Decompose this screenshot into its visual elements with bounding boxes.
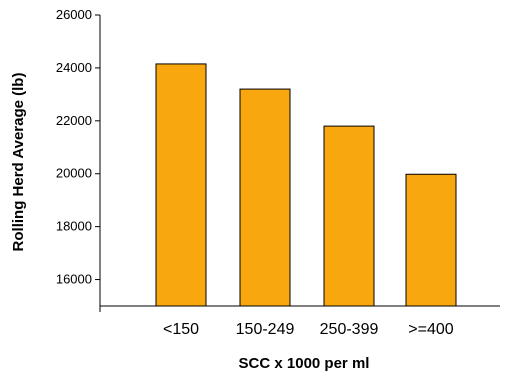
y-tick-label: 26000 (56, 7, 92, 22)
y-axis: 16000 18000 20000 22000 24000 26000 (56, 7, 101, 306)
bar (323, 125, 375, 307)
x-axis: <150 150-249 250-399 >=400 (99, 305, 500, 338)
x-tick-label: 150-249 (236, 321, 295, 338)
bar (239, 88, 291, 307)
x-axis-title: SCC x 1000 per ml (239, 355, 370, 372)
y-tick-label: 22000 (56, 113, 92, 128)
x-tick-label: <150 (163, 321, 199, 338)
y-tick-label: 24000 (56, 60, 92, 75)
bar (405, 173, 457, 307)
y-tick-label: 18000 (56, 219, 92, 234)
y-tick-label: 16000 (56, 272, 92, 287)
y-axis-title: Rolling Herd Average (lb) (10, 73, 27, 252)
y-tick-label: 20000 (56, 166, 92, 181)
x-tick-label: >=400 (408, 321, 453, 338)
x-tick-label: 250-399 (320, 321, 379, 338)
bars (155, 63, 457, 307)
bar (155, 63, 207, 307)
